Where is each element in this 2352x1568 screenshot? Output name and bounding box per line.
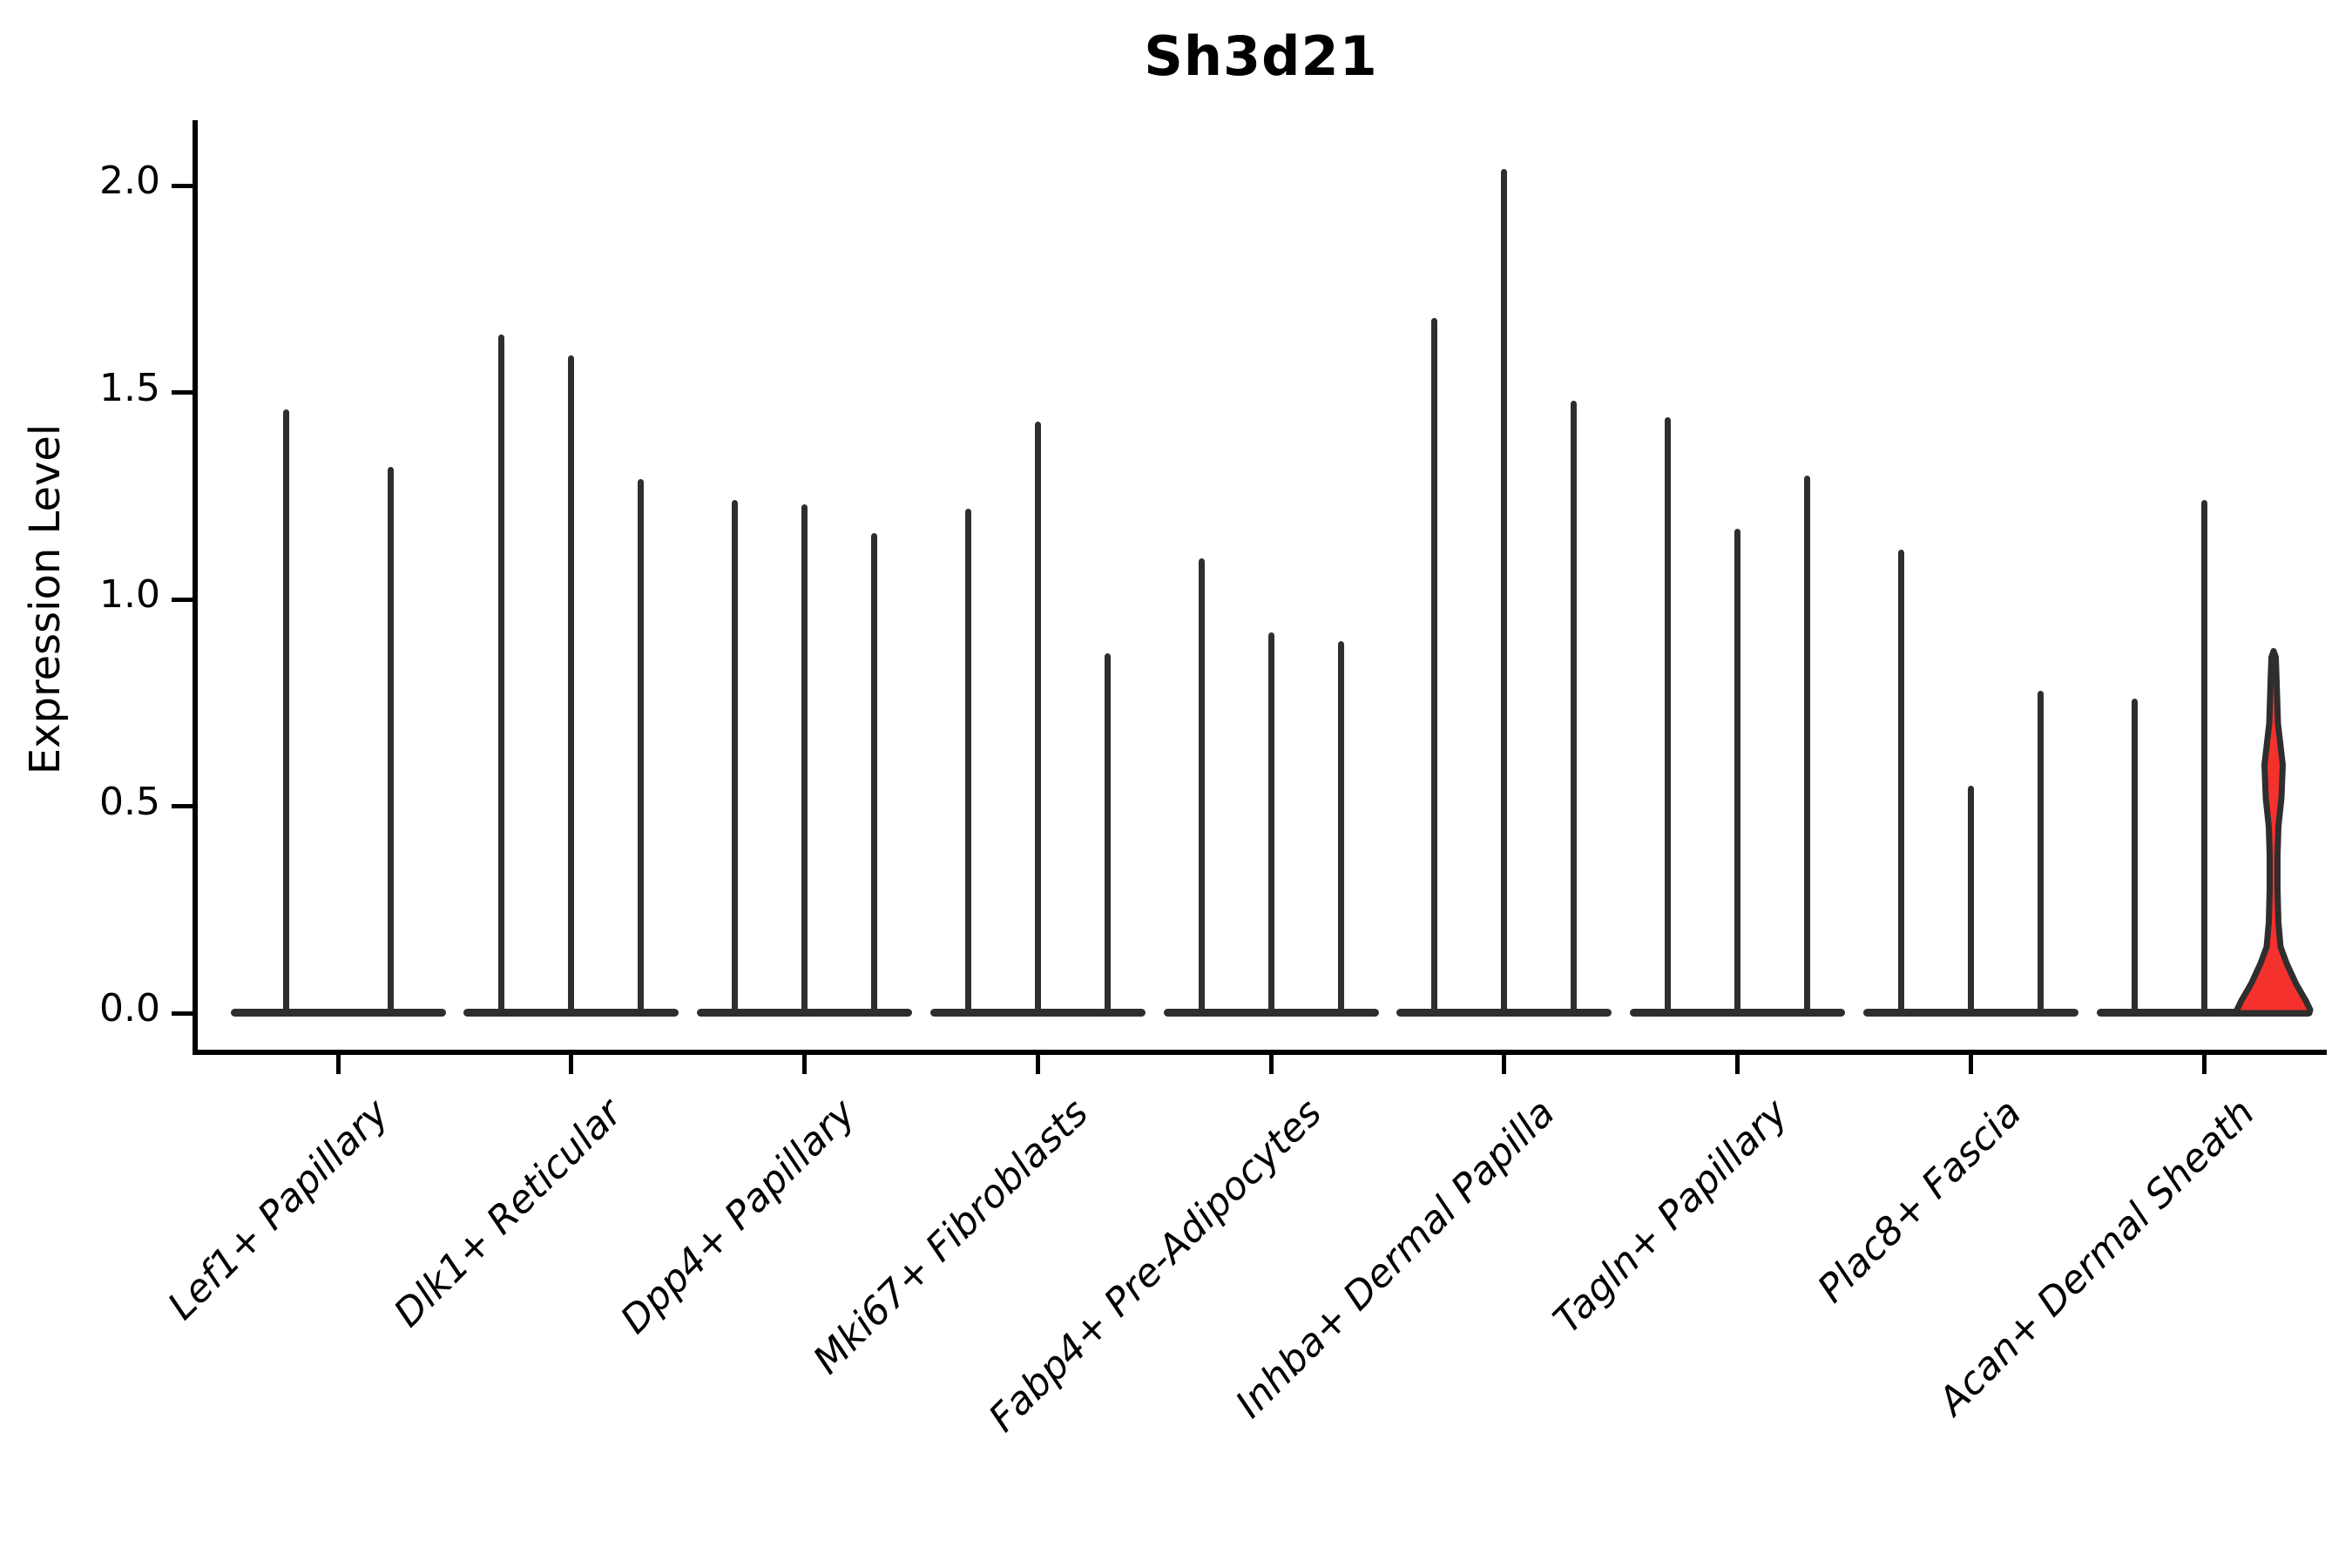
- violin-base: [230, 1009, 446, 1017]
- violin-spike: [1665, 417, 1671, 1017]
- violin-spike: [871, 533, 877, 1017]
- violin-spike: [1967, 785, 1974, 1017]
- x-tick-mark: [1035, 1055, 1040, 1074]
- highlight-violin: [2234, 647, 2314, 1017]
- violin-spike: [1034, 421, 1041, 1017]
- x-tick-mark: [1735, 1055, 1740, 1074]
- violin-spike: [732, 500, 738, 1017]
- y-tick-label: 2.0: [99, 159, 160, 203]
- violin-spike: [2131, 699, 2138, 1017]
- violin-spike: [1198, 558, 1205, 1017]
- y-tick-mark: [172, 183, 193, 188]
- y-tick-label: 1.5: [99, 365, 160, 410]
- y-tick-label: 0.0: [99, 986, 160, 1031]
- violin-spike: [1431, 318, 1438, 1017]
- violin-spike: [1804, 475, 1810, 1017]
- violin-spike: [498, 335, 505, 1017]
- violin-spike: [2037, 690, 2044, 1017]
- violin-spike: [1571, 401, 1578, 1017]
- y-tick-mark: [172, 390, 193, 395]
- y-axis-spine: [193, 120, 198, 1054]
- x-tick-label: Dlk1+ Reticular: [385, 1091, 631, 1336]
- x-tick-mark: [2201, 1055, 2207, 1074]
- y-tick-mark: [172, 804, 193, 808]
- violin-spike: [964, 508, 971, 1017]
- violin-spike: [1897, 550, 1904, 1017]
- y-tick-label: 1.0: [99, 572, 160, 617]
- violin-spike: [568, 355, 575, 1017]
- x-tick-mark: [569, 1055, 574, 1074]
- y-tick-mark: [172, 597, 193, 602]
- x-tick-mark: [1968, 1055, 1973, 1074]
- x-tick-mark: [335, 1055, 341, 1074]
- violin-spike: [638, 479, 645, 1017]
- violin-spike: [1734, 529, 1740, 1017]
- y-tick-label: 0.5: [99, 779, 160, 824]
- violin-spike: [801, 504, 808, 1017]
- x-axis-spine: [193, 1050, 2327, 1055]
- violin-spike: [1337, 640, 1344, 1017]
- x-tick-mark: [802, 1055, 807, 1074]
- x-tick-label: Lef1+ Papillary: [159, 1091, 398, 1329]
- x-tick-label: Plac8+ Fascia: [1808, 1091, 2031, 1312]
- violin-spike: [1104, 652, 1111, 1017]
- x-tick-label: Tagln+ Papillary: [1544, 1091, 1797, 1342]
- y-tick-mark: [172, 1010, 193, 1016]
- chart-title: Sh3d21: [1144, 24, 1378, 88]
- violin-spike: [282, 409, 289, 1017]
- x-tick-mark: [1268, 1055, 1274, 1074]
- violin-spike: [1501, 169, 1508, 1017]
- violin-spike: [387, 467, 394, 1017]
- violin-spike: [1267, 632, 1274, 1017]
- x-tick-label: Dpp4+ Papillary: [612, 1091, 864, 1343]
- x-tick-mark: [1502, 1055, 1507, 1074]
- violin-spike: [2200, 500, 2207, 1017]
